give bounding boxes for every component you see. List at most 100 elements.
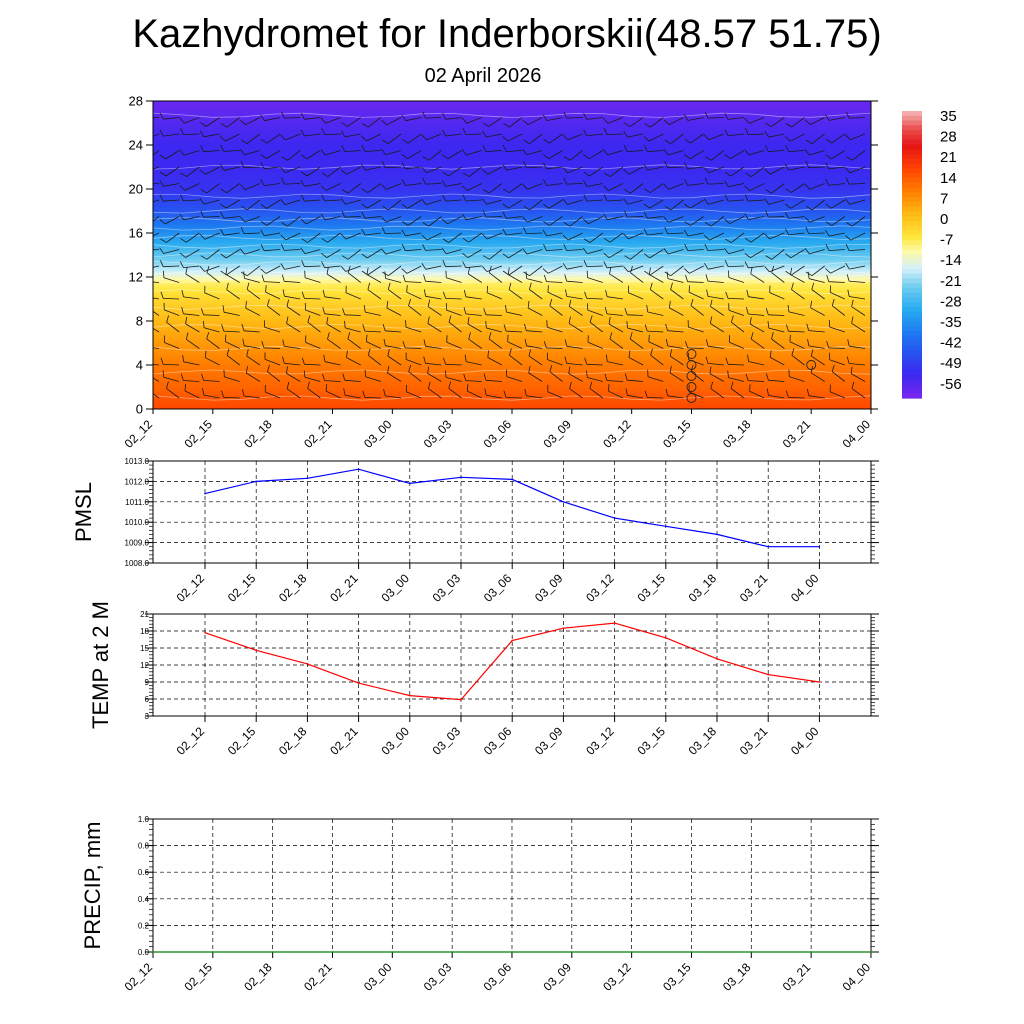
wind-barb-staff [771, 249, 785, 260]
wind-barb-feather [421, 198, 427, 205]
wind-barb-feather [765, 145, 769, 152]
temperature-band [153, 109, 871, 112]
wind-barb-staff [447, 216, 462, 225]
colorbar-swatch [902, 187, 922, 193]
wind-barb-feather [180, 127, 184, 135]
wind-barb-feather [326, 267, 329, 275]
wind-barb-staff [748, 150, 765, 156]
wind-barb-staff [163, 364, 180, 366]
wind-barb-feather [623, 233, 629, 240]
y-tick-label: 16 [129, 226, 143, 241]
wind-barb-staff [849, 133, 866, 141]
wind-barb-staff [589, 388, 604, 399]
wind-barb-feather [383, 338, 386, 346]
chart-title: Kazhydromet for Inderborskii(48.57 51.75… [132, 12, 882, 56]
wind-barb-feather [603, 117, 609, 124]
wind-barb-staff [163, 265, 180, 268]
wind-barb-staff [203, 199, 220, 205]
wind-barb-feather [665, 323, 668, 331]
wind-barb-staff [527, 117, 543, 126]
y-tick-label: 1010.0 [125, 518, 150, 527]
wind-barb-staff [225, 341, 240, 349]
wind-barb-feather [179, 185, 186, 191]
wind-barb-staff [690, 133, 704, 144]
wind-barb-feather [361, 203, 368, 209]
wind-barb-feather [220, 228, 225, 236]
wind-barb-staff [425, 345, 442, 349]
wind-barb-feather [159, 112, 164, 120]
wind-barb-feather [280, 198, 286, 205]
wind-barb-feather [202, 388, 205, 396]
temperature-band [153, 203, 871, 206]
wind-barb-staff [203, 216, 220, 218]
wind-barb-staff [427, 373, 442, 382]
wind-barb-staff [405, 232, 422, 237]
wind-barb-staff [163, 199, 180, 202]
temperature-band [153, 229, 871, 232]
wind-barb-staff [710, 306, 725, 316]
wind-barb-staff [263, 347, 281, 349]
wind-barb-feather [441, 180, 447, 187]
temperature-band [153, 323, 871, 326]
wind-barb-staff [768, 199, 785, 205]
colorbar-swatch [902, 369, 922, 375]
temperature-band [153, 301, 871, 304]
colorbar-swatch [902, 192, 922, 198]
wind-barb-feather [405, 320, 407, 328]
wind-barb-staff [647, 216, 664, 219]
wind-barb-staff [387, 355, 402, 366]
wind-barb-feather [764, 130, 769, 138]
wind-barb-feather [321, 238, 328, 243]
wind-barb-feather [542, 114, 548, 121]
wind-barb-staff [446, 309, 462, 316]
wind-barb-feather [185, 316, 188, 324]
wind-barb-feather [428, 381, 431, 389]
temperature-band [153, 349, 871, 352]
wind-barb-staff [386, 117, 402, 126]
wind-barb-staff [324, 361, 341, 366]
wind-barb-feather [690, 364, 694, 372]
data-point [818, 545, 821, 548]
data-point [613, 517, 616, 519]
temperature-band [153, 407, 871, 409]
wind-barb-staff [506, 150, 523, 152]
wind-barb-staff [748, 133, 765, 135]
wind-barb-feather [785, 188, 792, 193]
wind-barb-staff [286, 388, 301, 399]
wind-barb-staff [166, 232, 180, 243]
wind-barb-staff [223, 397, 240, 399]
wind-barb-staff [569, 388, 583, 399]
wind-barb-feather [765, 122, 772, 128]
temperature-band [153, 255, 871, 258]
wind-barb-feather [542, 154, 549, 160]
wind-barb-feather [502, 253, 509, 259]
temperature-band [153, 231, 871, 234]
plot-frame [152, 613, 872, 717]
wind-barb-staff [386, 183, 402, 190]
wind-barb-staff [265, 291, 281, 300]
wind-barb-feather [463, 306, 467, 315]
wind-barb-feather [442, 112, 447, 120]
wind-barb-feather [790, 267, 792, 275]
wind-barb-feather [644, 324, 648, 332]
wind-barb-staff [707, 345, 724, 349]
wind-barb-staff [588, 150, 603, 160]
wind-barb-staff [365, 166, 381, 171]
wind-barb-feather [322, 289, 326, 297]
wind-barb-staff [687, 232, 704, 237]
temperature-band [153, 177, 871, 180]
wind-barb-staff [529, 265, 543, 277]
wind-barb-staff [587, 341, 603, 349]
wind-barb-staff [206, 117, 220, 127]
wind-barb-staff [244, 216, 260, 223]
wind-barb-staff [748, 216, 765, 220]
wind-barb-feather [140, 244, 143, 250]
wind-barb-feather [346, 350, 348, 358]
wind-barb-staff [669, 372, 684, 382]
wind-barb-staff [203, 133, 220, 138]
y-tick-label: 0.0 [138, 948, 150, 957]
wind-barb-feather [724, 260, 729, 267]
wind-barb-staff [183, 380, 200, 382]
wind-barb-feather [361, 123, 369, 128]
wind-barb-feather [804, 216, 811, 223]
